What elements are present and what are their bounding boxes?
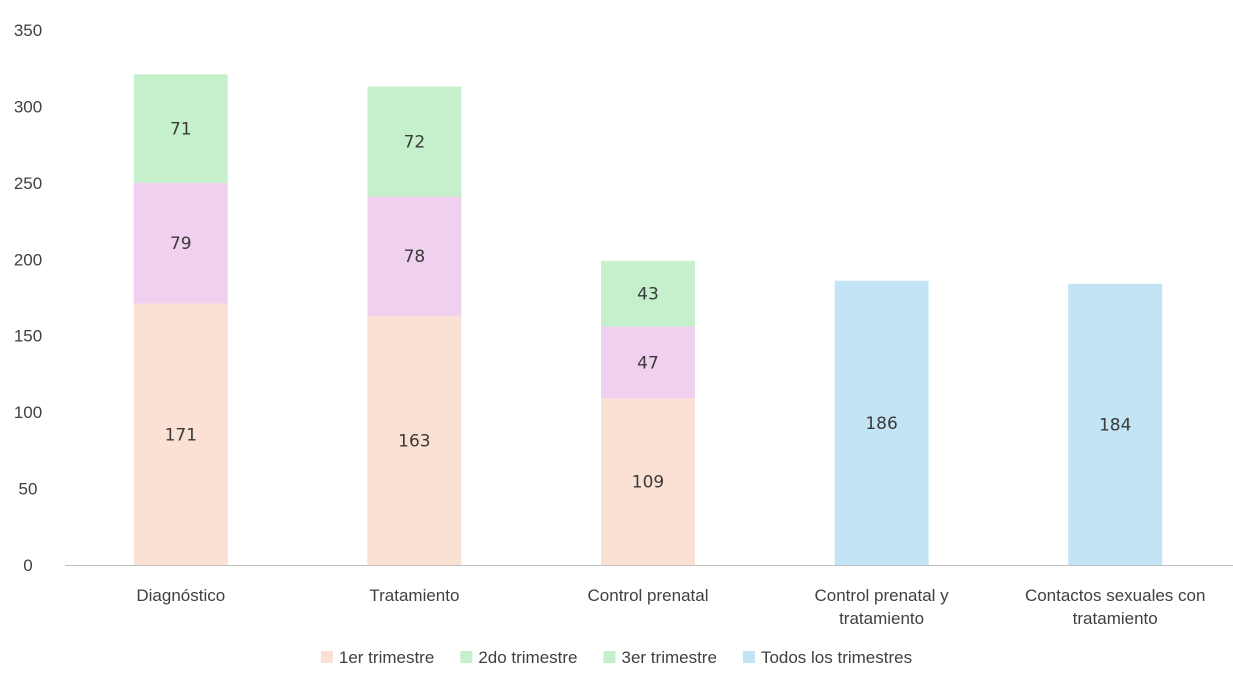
y-tick-label: 250	[14, 174, 42, 193]
y-tick-label: 150	[14, 327, 42, 346]
x-tick-label: Diagnóstico	[136, 586, 225, 605]
x-tick-label: Contactos sexuales con	[1025, 586, 1206, 605]
legend-label: 1er trimestre	[339, 648, 434, 667]
data-label: 163	[398, 431, 430, 451]
y-tick-label: 200	[14, 250, 42, 269]
data-label: 186	[865, 414, 897, 434]
y-tick-label: 0	[23, 556, 32, 575]
data-label: 78	[404, 247, 426, 267]
bar-segment	[601, 260, 695, 327]
data-label: 109	[632, 473, 664, 493]
data-label: 79	[170, 234, 192, 254]
bar-segment	[133, 74, 228, 183]
data-label: 184	[1099, 415, 1131, 435]
bar-segment	[367, 86, 462, 197]
legend-swatch	[320, 651, 333, 663]
legend-label: Todos los trimestres	[761, 648, 912, 667]
y-tick-label: 350	[14, 21, 42, 40]
legend-label: 3er trimestre	[622, 648, 717, 667]
y-tick-label: 50	[19, 480, 38, 499]
y-tick-label: 300	[14, 97, 42, 116]
legend-swatch	[742, 651, 755, 663]
legend: 1er trimestre 2do trimestre 3er trimestre T…	[320, 648, 912, 667]
bar-segment	[133, 182, 228, 304]
bar-segment	[834, 280, 929, 565]
legend-swatch	[603, 651, 616, 663]
bar-segment	[367, 196, 462, 316]
data-label: 171	[165, 425, 197, 445]
x-tick-label: tratamiento	[1073, 609, 1158, 628]
bar-segment	[367, 315, 462, 565]
x-tick-label: tratamiento	[839, 609, 924, 628]
legend-label: 2do trimestre	[478, 648, 577, 667]
y-axis: 0 50 100 150 200 250 300 350	[14, 21, 42, 575]
data-label: 72	[404, 133, 426, 153]
x-tick-label: Control prenatal y	[815, 586, 950, 605]
plot-area	[133, 74, 1163, 565]
data-labels: 171 79 71 163 78 72 109 47 43 186 184	[165, 120, 1132, 493]
x-tick-label: Control prenatal	[588, 586, 709, 605]
data-label: 43	[637, 285, 659, 305]
data-label: 71	[170, 120, 192, 140]
y-tick-label: 100	[14, 403, 42, 422]
bar-segment	[601, 326, 695, 399]
bar-segment	[601, 398, 695, 565]
x-tick-label: Tratamiento	[369, 586, 459, 605]
legend-swatch	[460, 651, 473, 663]
bar-segment	[133, 303, 228, 565]
x-axis-labels: Diagnóstico Tratamiento Control prenatal Co…	[136, 586, 1205, 628]
bar-segment	[1068, 283, 1163, 565]
data-label: 47	[637, 353, 659, 373]
